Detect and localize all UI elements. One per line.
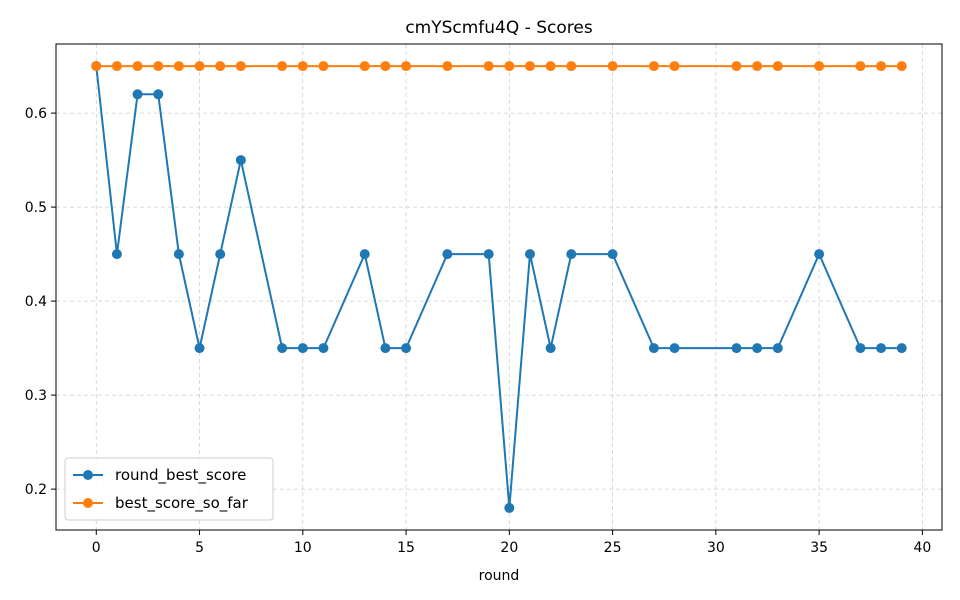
plot-frame xyxy=(55,43,943,531)
data-point-best_score_so_far xyxy=(483,61,494,72)
data-point-round_best_score xyxy=(277,343,288,354)
data-point-round_best_score xyxy=(566,249,577,260)
data-point-round_best_score xyxy=(173,249,184,260)
data-point-best_score_so_far xyxy=(442,61,453,72)
y-tick-label: 0.4 xyxy=(25,294,47,310)
data-point-best_score_so_far xyxy=(132,61,143,72)
legend-box xyxy=(64,457,274,521)
data-point-best_score_so_far xyxy=(297,61,308,72)
y-tick-label: 0.6 xyxy=(25,106,47,122)
data-point-best_score_so_far xyxy=(648,61,659,72)
x-axis-label: round xyxy=(479,568,520,584)
data-point-round_best_score xyxy=(669,343,680,354)
data-point-best_score_so_far xyxy=(669,61,680,72)
data-point-round_best_score xyxy=(814,249,825,260)
series-best_score_so_far xyxy=(91,61,907,72)
data-point-best_score_so_far xyxy=(380,61,391,72)
data-point-round_best_score xyxy=(504,502,515,513)
data-point-best_score_so_far xyxy=(504,61,515,72)
data-point-round_best_score xyxy=(545,343,556,354)
data-point-best_score_so_far xyxy=(876,61,887,72)
data-point-round_best_score xyxy=(153,89,164,100)
legend-label: best_score_so_far xyxy=(115,494,249,513)
x-tick-label: 35 xyxy=(810,540,828,556)
data-point-round_best_score xyxy=(318,343,329,354)
data-point-best_score_so_far xyxy=(566,61,577,72)
x-tick-label: 20 xyxy=(500,540,518,556)
x-tick-label: 10 xyxy=(294,540,312,556)
data-point-round_best_score xyxy=(772,343,783,354)
data-point-round_best_score xyxy=(524,249,535,260)
data-point-best_score_so_far xyxy=(153,61,164,72)
data-point-round_best_score xyxy=(132,89,143,100)
data-point-round_best_score xyxy=(648,343,659,354)
data-point-best_score_so_far xyxy=(855,61,866,72)
data-point-round_best_score xyxy=(235,155,246,166)
x-tick-label: 25 xyxy=(604,540,622,556)
y-tick-label: 0.5 xyxy=(25,200,47,216)
data-point-round_best_score xyxy=(607,249,618,260)
data-point-round_best_score xyxy=(194,343,205,354)
data-point-best_score_so_far xyxy=(111,61,122,72)
data-point-best_score_so_far xyxy=(277,61,288,72)
data-point-round_best_score xyxy=(215,249,226,260)
data-point-round_best_score xyxy=(401,343,412,354)
data-point-round_best_score xyxy=(731,343,742,354)
data-point-round_best_score xyxy=(359,249,370,260)
data-point-best_score_so_far xyxy=(772,61,783,72)
data-point-best_score_so_far xyxy=(752,61,763,72)
y-tick-label: 0.3 xyxy=(25,388,47,404)
data-point-best_score_so_far xyxy=(401,61,412,72)
data-point-round_best_score xyxy=(111,249,122,260)
x-tick-label: 0 xyxy=(92,540,101,556)
data-point-best_score_so_far xyxy=(359,61,370,72)
legend-item: best_score_so_far xyxy=(73,494,249,513)
x-tick-label: 30 xyxy=(707,540,725,556)
data-point-round_best_score xyxy=(876,343,887,354)
data-point-round_best_score xyxy=(896,343,907,354)
data-point-best_score_so_far xyxy=(318,61,329,72)
data-point-best_score_so_far xyxy=(896,61,907,72)
chart-title: cmYScmfu4Q - Scores xyxy=(405,18,593,38)
legend-item: round_best_score xyxy=(73,466,246,485)
data-point-best_score_so_far xyxy=(731,61,742,72)
data-point-best_score_so_far xyxy=(814,61,825,72)
series-layer xyxy=(91,61,907,513)
data-point-best_score_so_far xyxy=(607,61,618,72)
y-tick-label: 0.2 xyxy=(25,482,47,498)
data-point-best_score_so_far xyxy=(235,61,246,72)
data-point-best_score_so_far xyxy=(215,61,226,72)
legend: round_best_score best_score_so_far xyxy=(64,457,274,521)
ticks: 0 5 10 15 20 25 30 35 40 0.2 0.3 0.4 0.5 0.6 xyxy=(25,106,932,556)
x-tick-label: 40 xyxy=(913,540,931,556)
data-point-round_best_score xyxy=(855,343,866,354)
data-point-round_best_score xyxy=(752,343,763,354)
x-tick-label: 15 xyxy=(397,540,415,556)
data-point-round_best_score xyxy=(297,343,308,354)
legend-swatch-marker xyxy=(83,470,93,480)
data-point-round_best_score xyxy=(380,343,391,354)
legend-swatch-marker xyxy=(83,498,93,508)
data-point-round_best_score xyxy=(483,249,494,260)
data-point-best_score_so_far xyxy=(545,61,556,72)
series-round_best_score xyxy=(91,61,907,513)
data-point-best_score_so_far xyxy=(173,61,184,72)
x-tick-label: 5 xyxy=(195,540,204,556)
data-point-round_best_score xyxy=(442,249,453,260)
legend-label: round_best_score xyxy=(115,466,246,485)
data-point-best_score_so_far xyxy=(524,61,535,72)
data-point-best_score_so_far xyxy=(91,61,102,72)
data-point-best_score_so_far xyxy=(194,61,205,72)
